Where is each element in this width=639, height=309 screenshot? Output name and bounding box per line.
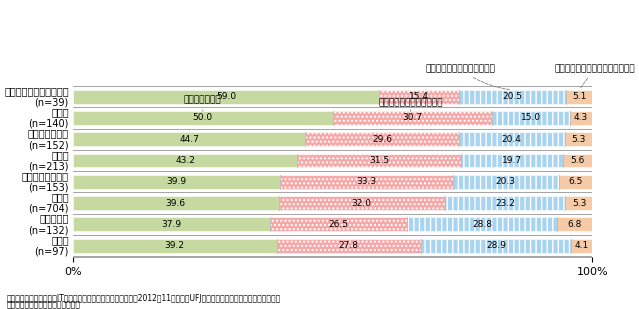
Text: 39.6: 39.6 <box>166 199 186 208</box>
Text: 20.4: 20.4 <box>502 135 521 144</box>
Text: 6.5: 6.5 <box>568 177 583 186</box>
Bar <box>305 132 459 146</box>
Text: 20.5: 20.5 <box>503 92 523 101</box>
Text: 4.1: 4.1 <box>574 241 589 250</box>
Text: 43.2: 43.2 <box>175 156 195 165</box>
Text: 32.0: 32.0 <box>351 199 372 208</box>
Text: 29.6: 29.6 <box>372 135 392 144</box>
Text: 5.3: 5.3 <box>571 135 586 144</box>
Text: 15.0: 15.0 <box>521 113 541 122</box>
Bar <box>73 90 380 104</box>
Bar <box>459 132 565 146</box>
Text: 5.3: 5.3 <box>572 199 586 208</box>
Bar <box>73 196 279 210</box>
Text: 50.0: 50.0 <box>193 113 213 122</box>
Text: （注）　中小企業を集計している。: （注） 中小企業を集計している。 <box>6 300 81 309</box>
Text: 59.0: 59.0 <box>216 92 236 101</box>
Bar <box>270 218 408 231</box>
Bar <box>566 196 593 210</box>
Text: 37.9: 37.9 <box>161 220 181 229</box>
Text: 28.8: 28.8 <box>472 220 492 229</box>
Bar <box>408 218 557 231</box>
Bar <box>459 90 566 104</box>
Bar <box>73 175 280 189</box>
Text: 取引先等の社外も含めて見直した: 取引先等の社外も含めて見直した <box>554 64 635 87</box>
Bar <box>297 154 461 167</box>
Text: 19.7: 19.7 <box>502 156 522 165</box>
Text: 見直さなかった: 見直さなかった <box>184 95 222 111</box>
Bar <box>277 239 421 252</box>
Text: 26.5: 26.5 <box>328 220 349 229</box>
Bar <box>461 154 563 167</box>
Bar <box>280 175 453 189</box>
Text: 39.9: 39.9 <box>167 177 187 186</box>
Bar <box>565 132 592 146</box>
Bar <box>445 196 566 210</box>
Bar <box>558 175 592 189</box>
Bar <box>380 90 459 104</box>
Text: 部門や業務を越えて見直した: 部門や業務を越えて見直した <box>426 64 510 90</box>
Bar <box>333 111 492 125</box>
Bar <box>73 239 277 252</box>
Text: 部門内や業務内で見直した: 部門内や業務内で見直した <box>378 98 443 111</box>
Text: 33.3: 33.3 <box>357 177 377 186</box>
Text: 27.8: 27.8 <box>339 241 358 250</box>
Text: 20.3: 20.3 <box>496 177 516 186</box>
Bar <box>563 154 592 167</box>
Text: 15.4: 15.4 <box>410 92 429 101</box>
Bar <box>73 132 305 146</box>
Text: 23.2: 23.2 <box>495 199 515 208</box>
Bar <box>570 111 592 125</box>
Bar <box>421 239 571 252</box>
Text: 39.2: 39.2 <box>165 241 185 250</box>
Bar <box>566 90 592 104</box>
Bar <box>571 239 592 252</box>
Bar <box>73 218 270 231</box>
Text: 5.6: 5.6 <box>571 156 585 165</box>
Text: 28.9: 28.9 <box>486 241 506 250</box>
Bar <box>557 218 592 231</box>
Text: 資料：中小企業庁委託「ITの活用に関するアンケート調査」（2012年11月、三菱UFJリサーチ＆コンサルティング（株））: 資料：中小企業庁委託「ITの活用に関するアンケート調査」（2012年11月、三菱… <box>6 294 281 303</box>
Text: 5.1: 5.1 <box>572 92 586 101</box>
Text: 31.5: 31.5 <box>369 156 389 165</box>
Bar <box>73 154 297 167</box>
Text: 6.8: 6.8 <box>567 220 582 229</box>
Text: 30.7: 30.7 <box>403 113 422 122</box>
Text: 44.7: 44.7 <box>179 135 199 144</box>
Text: 4.3: 4.3 <box>574 113 589 122</box>
Bar <box>492 111 570 125</box>
Bar <box>453 175 558 189</box>
Bar <box>279 196 445 210</box>
Bar <box>73 111 333 125</box>
